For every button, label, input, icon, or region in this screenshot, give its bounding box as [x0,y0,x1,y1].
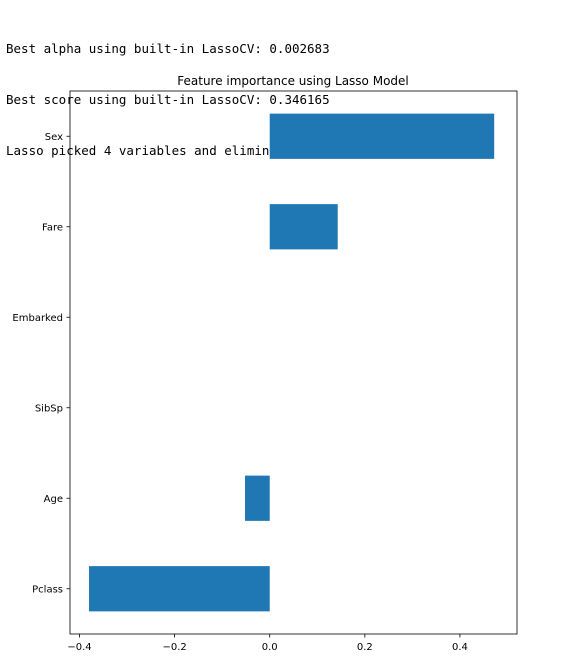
output-line-alpha: Best alpha using built-in LassoCV: 0.002… [6,41,330,56]
x-tick-label: −0.4 [67,642,91,653]
output-line-score: Best score using built-in LassoCV: 0.346… [6,92,330,107]
y-axis: Pclass Age SibSp Embarked Fare Sex [12,132,70,595]
y-tick-label-embarked: Embarked [12,313,63,324]
y-tick-label-sibsp: SibSp [35,403,63,414]
x-tick-label: 0.2 [357,642,373,653]
bar-sex [269,113,495,159]
y-tick-label-fare: Fare [42,222,63,233]
bars-group [89,113,495,612]
cell-output: Best alpha using built-in LassoCV: 0.002… [6,6,465,176]
x-tick-label: 0.0 [262,642,278,653]
y-tick-label-sex: Sex [45,132,63,143]
axes-frame [69,90,518,635]
bar-pclass [89,566,270,612]
y-tick-label-age: Age [44,494,63,505]
x-tick-label: 0.4 [452,642,468,653]
bar-fare [269,204,338,250]
chart-title: Feature importance using Lasso Model [177,74,409,88]
x-tick-label: −0.2 [162,642,186,653]
bar-age [244,475,270,521]
y-tick-label-pclass: Pclass [32,584,63,595]
x-axis: −0.4 −0.2 0.0 0.2 0.4 [67,634,468,653]
